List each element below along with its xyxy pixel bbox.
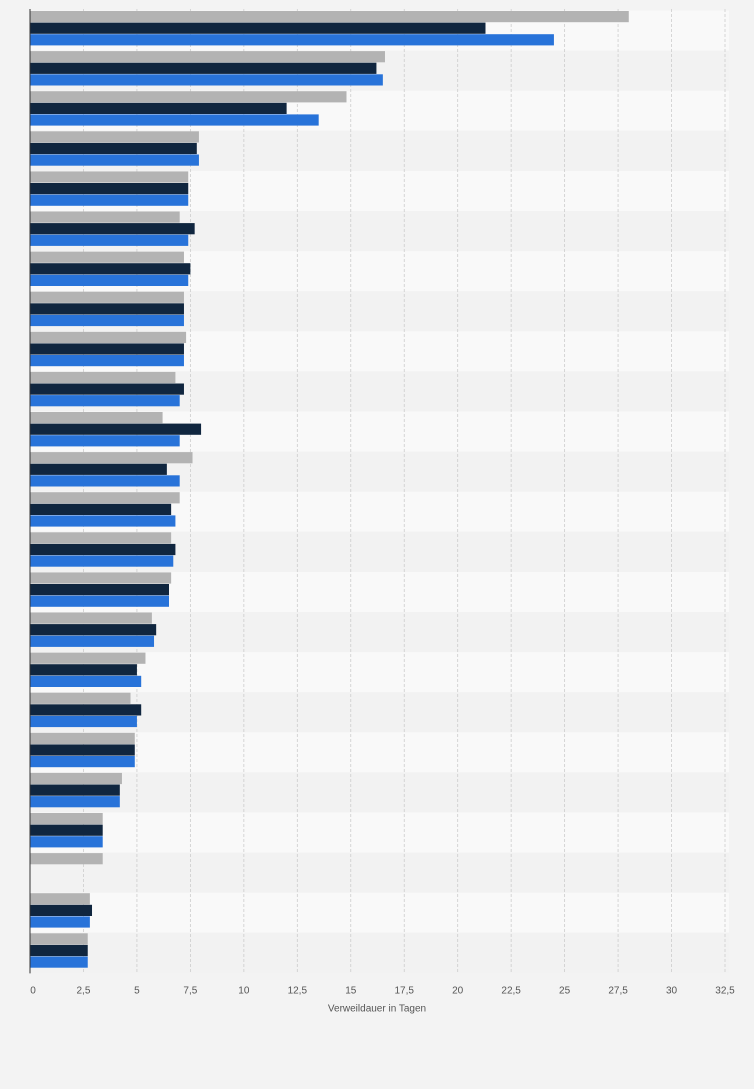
bar bbox=[30, 463, 167, 475]
x-tick-label: 17,5 bbox=[394, 985, 414, 996]
bar bbox=[30, 555, 174, 567]
bar bbox=[30, 813, 103, 825]
bar bbox=[30, 635, 155, 647]
bar bbox=[30, 91, 347, 103]
x-tick-label: 20 bbox=[452, 985, 464, 996]
row-band bbox=[30, 692, 729, 733]
row-band bbox=[30, 932, 729, 973]
bar bbox=[30, 532, 172, 544]
bar bbox=[30, 343, 184, 355]
bar bbox=[30, 435, 180, 447]
bar bbox=[30, 154, 199, 166]
bar bbox=[30, 595, 169, 607]
bar bbox=[30, 412, 163, 424]
bar bbox=[30, 274, 189, 286]
bar bbox=[30, 223, 195, 235]
bar bbox=[30, 371, 176, 384]
bar bbox=[30, 853, 103, 865]
x-axis-title: Verweildauer in Tagen bbox=[328, 1003, 426, 1014]
bar bbox=[30, 572, 172, 584]
bar bbox=[30, 331, 187, 343]
bar bbox=[30, 715, 137, 728]
row-band bbox=[30, 652, 729, 693]
x-tick-label: 32,5 bbox=[715, 985, 735, 996]
x-tick-label: 7,5 bbox=[183, 985, 197, 996]
bar bbox=[30, 692, 131, 704]
bar bbox=[30, 194, 189, 206]
bar bbox=[30, 263, 191, 275]
bar bbox=[30, 314, 184, 327]
bar bbox=[30, 22, 486, 34]
bar bbox=[30, 624, 157, 636]
bar bbox=[30, 704, 142, 716]
bar bbox=[30, 383, 184, 395]
bar bbox=[30, 475, 180, 487]
bar bbox=[30, 664, 137, 676]
bar bbox=[30, 102, 287, 114]
bar bbox=[30, 34, 554, 46]
bar bbox=[30, 543, 176, 556]
bar bbox=[30, 171, 189, 183]
bar bbox=[30, 452, 193, 464]
bar bbox=[30, 355, 184, 367]
bar bbox=[30, 62, 377, 74]
bar bbox=[30, 211, 180, 223]
x-tick-label: 30 bbox=[666, 985, 678, 996]
bar bbox=[30, 142, 197, 155]
bar bbox=[30, 732, 135, 744]
x-tick-label: 15 bbox=[345, 985, 357, 996]
bar bbox=[30, 784, 120, 796]
row-band bbox=[30, 852, 729, 893]
bar bbox=[30, 933, 88, 945]
grid-lines bbox=[83, 9, 726, 974]
x-axis-ticks: 0 2,5 5 7,5 10 12,5 15 17,5 20 22,5 25 27,5 30 32,5 bbox=[30, 985, 735, 996]
bar bbox=[30, 503, 172, 515]
bar bbox=[30, 675, 142, 687]
x-tick-label: 5 bbox=[134, 985, 140, 996]
x-tick-label: 25 bbox=[559, 985, 571, 996]
row-band bbox=[30, 812, 729, 853]
bar bbox=[30, 612, 152, 624]
bar bbox=[30, 251, 184, 263]
x-tick-label: 22,5 bbox=[501, 985, 521, 996]
bar bbox=[30, 395, 180, 407]
bars bbox=[30, 11, 629, 968]
row-band bbox=[30, 772, 729, 813]
bar bbox=[30, 893, 90, 905]
bar bbox=[30, 584, 169, 596]
bar bbox=[30, 51, 385, 63]
bar bbox=[30, 904, 93, 916]
x-tick-label: 2,5 bbox=[77, 985, 91, 996]
bar bbox=[30, 756, 135, 768]
bar bbox=[30, 944, 88, 957]
x-tick-label: 10 bbox=[238, 985, 250, 996]
x-tick-label: 0 bbox=[30, 985, 36, 996]
bar bbox=[30, 916, 90, 928]
bar bbox=[30, 824, 103, 836]
bar bbox=[30, 956, 88, 968]
row-band bbox=[30, 732, 729, 773]
bar bbox=[30, 652, 146, 664]
bar bbox=[30, 74, 383, 86]
bar bbox=[30, 11, 629, 23]
row-band bbox=[30, 892, 729, 933]
bar bbox=[30, 796, 120, 808]
bar bbox=[30, 492, 180, 504]
bar bbox=[30, 515, 176, 527]
x-tick-label: 12,5 bbox=[288, 985, 308, 996]
bar bbox=[30, 772, 122, 785]
bar bbox=[30, 744, 135, 756]
x-tick-label: 27,5 bbox=[608, 985, 628, 996]
bar bbox=[30, 423, 202, 435]
bar bbox=[30, 114, 319, 126]
bar bbox=[30, 183, 189, 195]
bar bbox=[30, 836, 103, 848]
bar bbox=[30, 234, 189, 246]
bar bbox=[30, 291, 184, 303]
bar bbox=[30, 303, 184, 315]
bar bbox=[30, 131, 199, 143]
